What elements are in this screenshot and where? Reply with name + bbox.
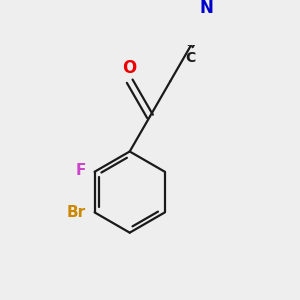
Text: F: F [76, 163, 86, 178]
Text: C: C [185, 51, 196, 65]
Text: Br: Br [67, 205, 86, 220]
Text: O: O [123, 58, 137, 76]
Text: N: N [199, 0, 213, 17]
